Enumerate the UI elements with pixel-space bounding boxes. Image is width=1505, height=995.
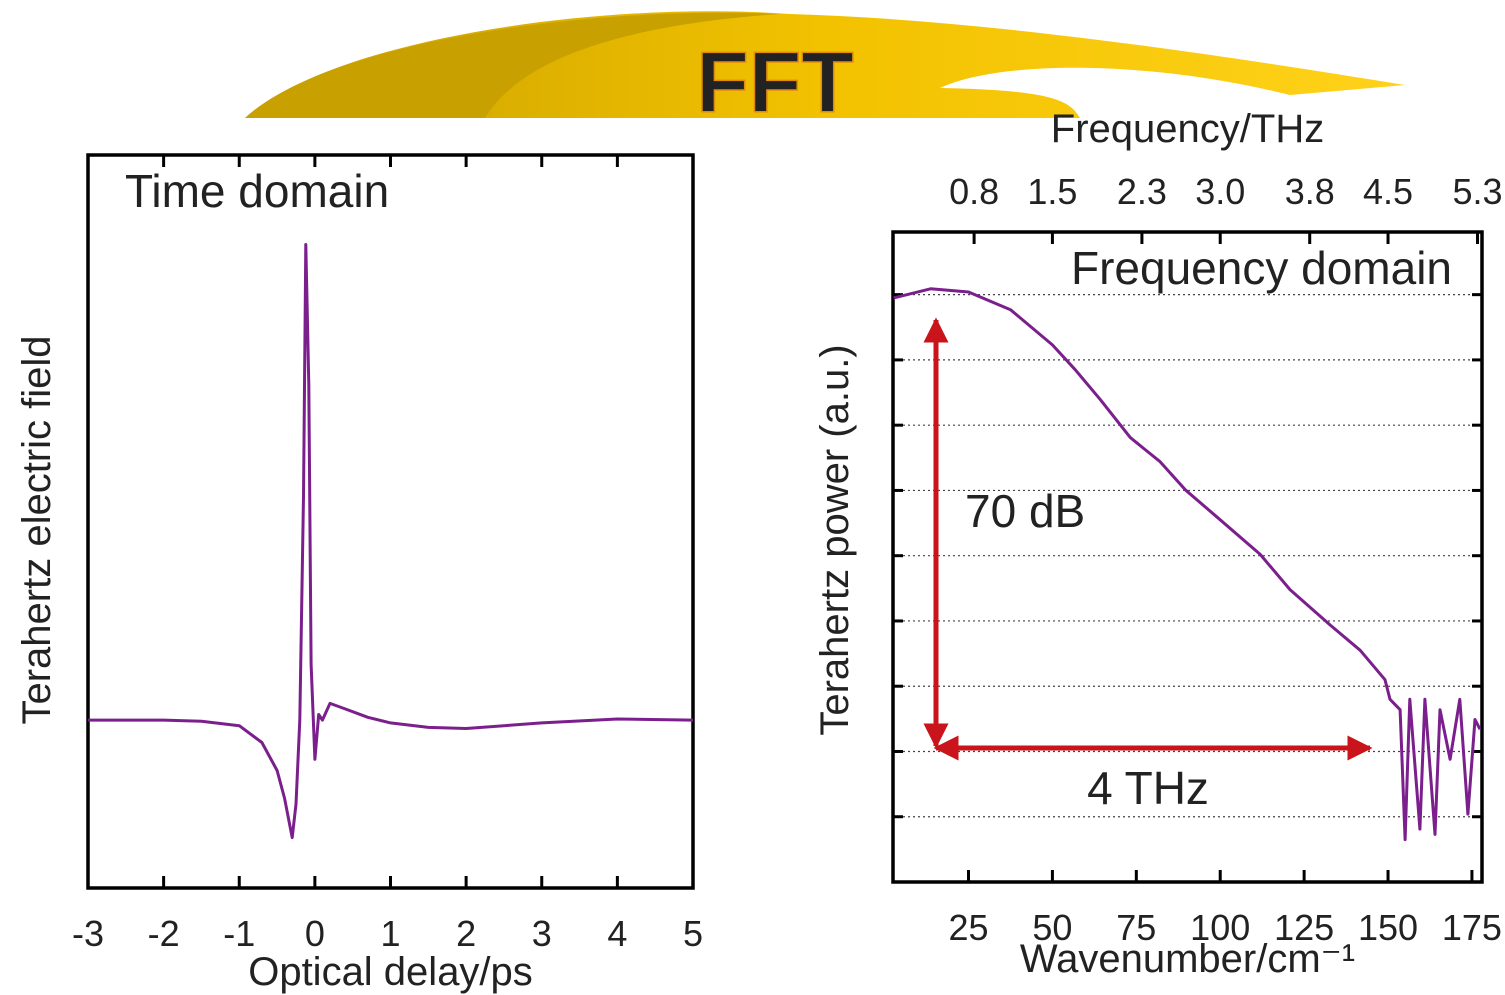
x2-tick-label: 2.3	[1117, 171, 1167, 212]
annotation: 4 THz	[1087, 762, 1209, 814]
x-tick-label: 25	[948, 907, 988, 948]
annotation: Time domain	[125, 165, 389, 217]
annotation: Frequency domain	[1071, 242, 1452, 294]
x-axis-label: Optical delay/ps	[248, 950, 533, 994]
x-tick-label: 5	[683, 913, 703, 954]
x2-tick-label: 3.0	[1195, 171, 1245, 212]
y-axis-label: Terahertz electric field	[15, 335, 59, 724]
x2-axis-label: Frequency/THz	[1051, 107, 1324, 151]
fft-arrow-back	[245, 12, 780, 118]
x-tick-label: 100	[1190, 907, 1250, 948]
x-tick-label: 4	[607, 913, 627, 954]
x-tick-label: 50	[1032, 907, 1072, 948]
x-tick-label: -2	[148, 913, 180, 954]
banner-text: FFT	[696, 35, 854, 131]
x2-tick-label: 1.5	[1027, 171, 1077, 212]
data-line	[893, 287, 1482, 842]
x2-tick-label: 5.3	[1453, 171, 1503, 212]
x-tick-label: 3	[532, 913, 552, 954]
annotation: 70 dB	[965, 485, 1085, 537]
x-tick-label: 125	[1274, 907, 1334, 948]
x-tick-label: 0	[305, 913, 325, 954]
x2-tick-label: 0.8	[949, 171, 999, 212]
plot-frame	[891, 230, 1484, 884]
x-tick-label: 150	[1358, 907, 1418, 948]
x-tick-label: 1	[380, 913, 400, 954]
data-line	[88, 243, 694, 840]
x-tick-label: 75	[1116, 907, 1156, 948]
y-axis-label: Terahertz power (a.u.)	[813, 344, 857, 735]
x2-tick-label: 4.5	[1363, 171, 1413, 212]
x2-tick-label: 3.8	[1285, 171, 1335, 212]
plot-frame	[86, 153, 695, 890]
x-tick-label: -3	[72, 913, 104, 954]
x-axis-label: Wavenumber/cm⁻¹	[1020, 937, 1355, 981]
x-tick-label: -1	[223, 913, 255, 954]
x-tick-label: 2	[456, 913, 476, 954]
x-tick-label: 175	[1442, 907, 1502, 948]
